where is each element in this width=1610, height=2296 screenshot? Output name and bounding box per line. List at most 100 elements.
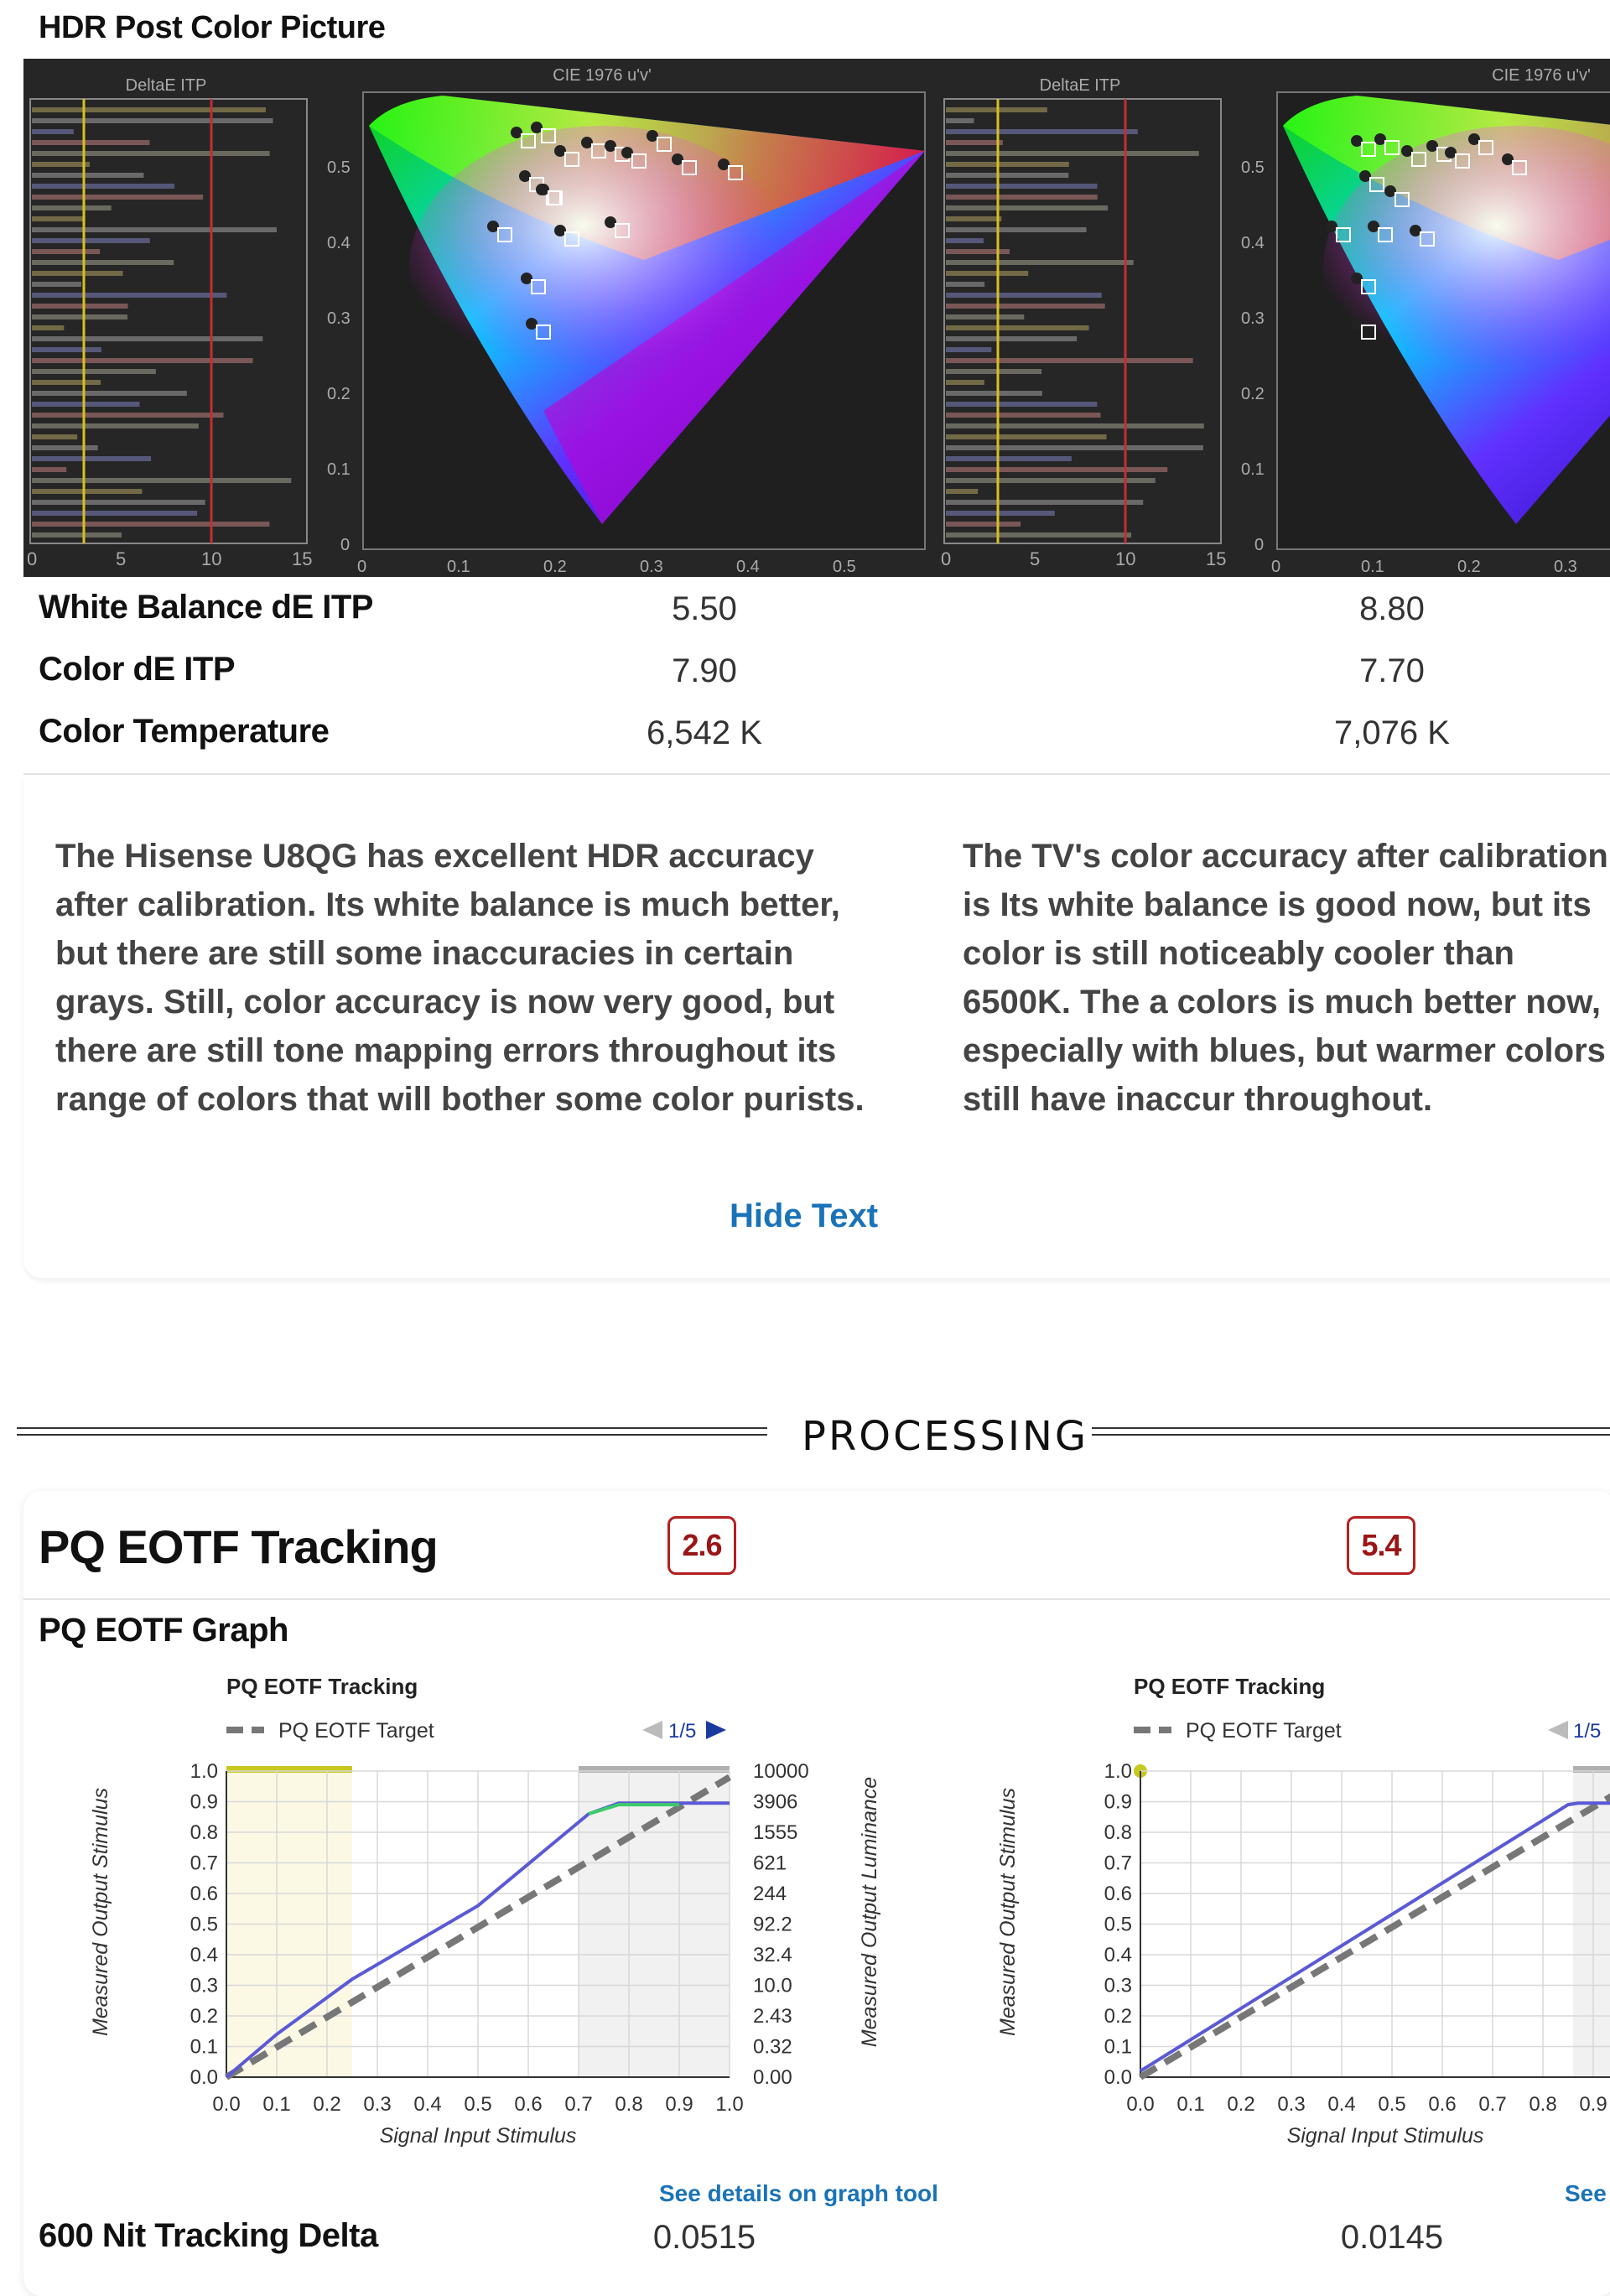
section-heading: PROCESSING <box>802 1413 1089 1460</box>
bar-axis-tick: 5 <box>116 548 126 569</box>
graph-title: PQ EOTF Tracking <box>1134 1674 1325 1699</box>
metric-value-left: 5.50 <box>672 590 737 627</box>
y-tick-label: 0.3 <box>190 1975 218 1997</box>
pager-prev-icon[interactable] <box>642 1721 662 1739</box>
cie-measured-point <box>554 145 566 157</box>
deltae-bar <box>32 107 266 112</box>
graph-tool-link-right[interactable]: See <box>1565 2180 1607 2206</box>
pager-label: 1/5 <box>668 1720 696 1743</box>
x-axis-label: Signal Input Stimulus <box>380 2124 577 2148</box>
deltae-bar <box>946 511 1055 516</box>
hide-text-link[interactable]: Hide Text <box>730 1197 879 1234</box>
score-badge-right: 5.4 <box>1347 1516 1415 1575</box>
deltae-bar <box>946 369 1042 374</box>
score-badge-left: 2.6 <box>667 1516 736 1575</box>
cie-target-marker <box>1411 152 1426 167</box>
cie-target-marker <box>631 153 647 169</box>
legend-label: PQ EOTF Target <box>1186 1719 1342 1743</box>
x-tick-label: 0.9 <box>1579 2093 1607 2116</box>
cie-target-marker <box>531 279 546 294</box>
deltae-bar <box>946 391 1042 396</box>
deltae-bar <box>946 271 1029 276</box>
y-axis-label: Measured Output Stimulus <box>996 1788 1020 2036</box>
y-tick-label: 0.7 <box>1104 1852 1132 1875</box>
pq-title: PQ EOTF Tracking <box>39 1520 439 1573</box>
deltae-bar <box>32 500 205 505</box>
deltae-bar <box>946 380 984 385</box>
cie-y-tick: 0.1 <box>327 460 351 479</box>
cie-measured-point <box>1368 221 1379 232</box>
graph-tool-link[interactable]: See details on graph tool <box>659 2180 938 2206</box>
delta-value-right: 0.0145 <box>1340 2219 1444 2256</box>
x-tick-label: 0.6 <box>1428 2093 1456 2116</box>
hdr-screenshot-left: DeltaE ITP 0 5 10 15 CIE 1976 u'v' 0.5 0… <box>23 59 937 577</box>
cie-measured-point <box>1326 221 1337 232</box>
cie-measured-point <box>1351 273 1363 284</box>
delta-label: 600 Nit Tracking Delta <box>39 2217 378 2254</box>
pager-prev-icon[interactable] <box>1548 1721 1568 1739</box>
deltae-bar <box>946 118 974 123</box>
deltae-bar <box>946 107 1047 112</box>
cie-target-marker <box>1420 231 1435 247</box>
y2-tick-label: 10.0 <box>753 1975 792 1997</box>
cie-measured-point <box>1410 225 1421 236</box>
deltae-bar <box>946 238 984 243</box>
y-tick-label: 0.3 <box>1104 1975 1132 1997</box>
deltae-bar <box>32 456 152 461</box>
y-tick-label: 0.1 <box>1104 2036 1132 2059</box>
highlight-bar <box>226 1766 352 1773</box>
description-left: The Hisense U8QG has excellent HDR accur… <box>55 838 865 1118</box>
deltae-bar <box>32 173 144 178</box>
deltae-bar <box>946 489 979 494</box>
cie-target-marker <box>521 133 536 148</box>
y-tick-label: 0.8 <box>190 1821 218 1844</box>
deltae-bar <box>946 162 1069 167</box>
y-tick-label: 0.5 <box>190 1914 218 1936</box>
y2-axis-label: Measured Output Luminance <box>858 1777 881 2047</box>
cie-target-marker <box>682 160 697 175</box>
x-tick-label: 0.9 <box>665 2093 693 2116</box>
y-tick-label: 0.2 <box>1104 2005 1132 2028</box>
x-tick-label: 0.0 <box>1126 2093 1154 2116</box>
x-axis-label: Signal Input Stimulus <box>1287 2124 1484 2148</box>
y2-tick-label: 92.2 <box>753 1914 792 1936</box>
metric-row: Color dE ITP 7.90 7.70 <box>39 642 1610 706</box>
cie-x-tick: 0.3 <box>640 558 663 576</box>
x-tick-label: 0.1 <box>262 2093 290 2116</box>
cie-panel-title: CIE 1976 u'v' <box>553 66 652 85</box>
cie-target-marker <box>1336 227 1351 242</box>
x-tick-label: 0.8 <box>1529 2093 1556 2116</box>
y-tick-label: 0.7 <box>190 1852 218 1875</box>
deltae-bar <box>946 151 1199 156</box>
deltae-bar <box>946 478 1156 483</box>
cie-measured-point <box>605 216 616 228</box>
deltae-bar <box>32 205 112 210</box>
cie-target-marker <box>615 223 630 238</box>
deltae-bar <box>32 118 273 123</box>
metric-label: White Balance dE ITP <box>39 589 373 626</box>
pager-next-icon[interactable] <box>706 1721 726 1739</box>
cie-y-tick: 0.2 <box>1241 385 1265 403</box>
deltae-bar <box>946 347 992 352</box>
y-tick-label: 0.4 <box>1104 1944 1132 1966</box>
y2-tick-label: 621 <box>753 1852 787 1875</box>
cie-x-tick: 0.1 <box>447 558 470 576</box>
deltae-bar <box>32 402 140 407</box>
target-series-line <box>224 1774 732 2080</box>
y-tick-label: 0.2 <box>190 2005 218 2028</box>
cie-x-tick: 0 <box>357 558 366 576</box>
cie-measured-point <box>531 122 543 133</box>
deltae-bar <box>32 271 123 276</box>
description-right: The TV's color accuracy after calibratio… <box>963 838 1608 1118</box>
deltae-bar <box>32 358 253 363</box>
x-tick-label: 0.2 <box>1227 2093 1254 2116</box>
deltae-bar <box>32 467 67 472</box>
cie-x-tick: 0.1 <box>1361 558 1384 576</box>
cie-measured-point <box>1374 133 1386 145</box>
highlight-bar <box>579 1766 730 1773</box>
cie-points-right <box>1326 133 1527 340</box>
y2-tick-label: 2.43 <box>753 2005 792 2028</box>
deltae-bar <box>946 456 1072 461</box>
cie-measured-point <box>526 318 538 330</box>
y-tick-label: 0.4 <box>190 1944 218 1966</box>
